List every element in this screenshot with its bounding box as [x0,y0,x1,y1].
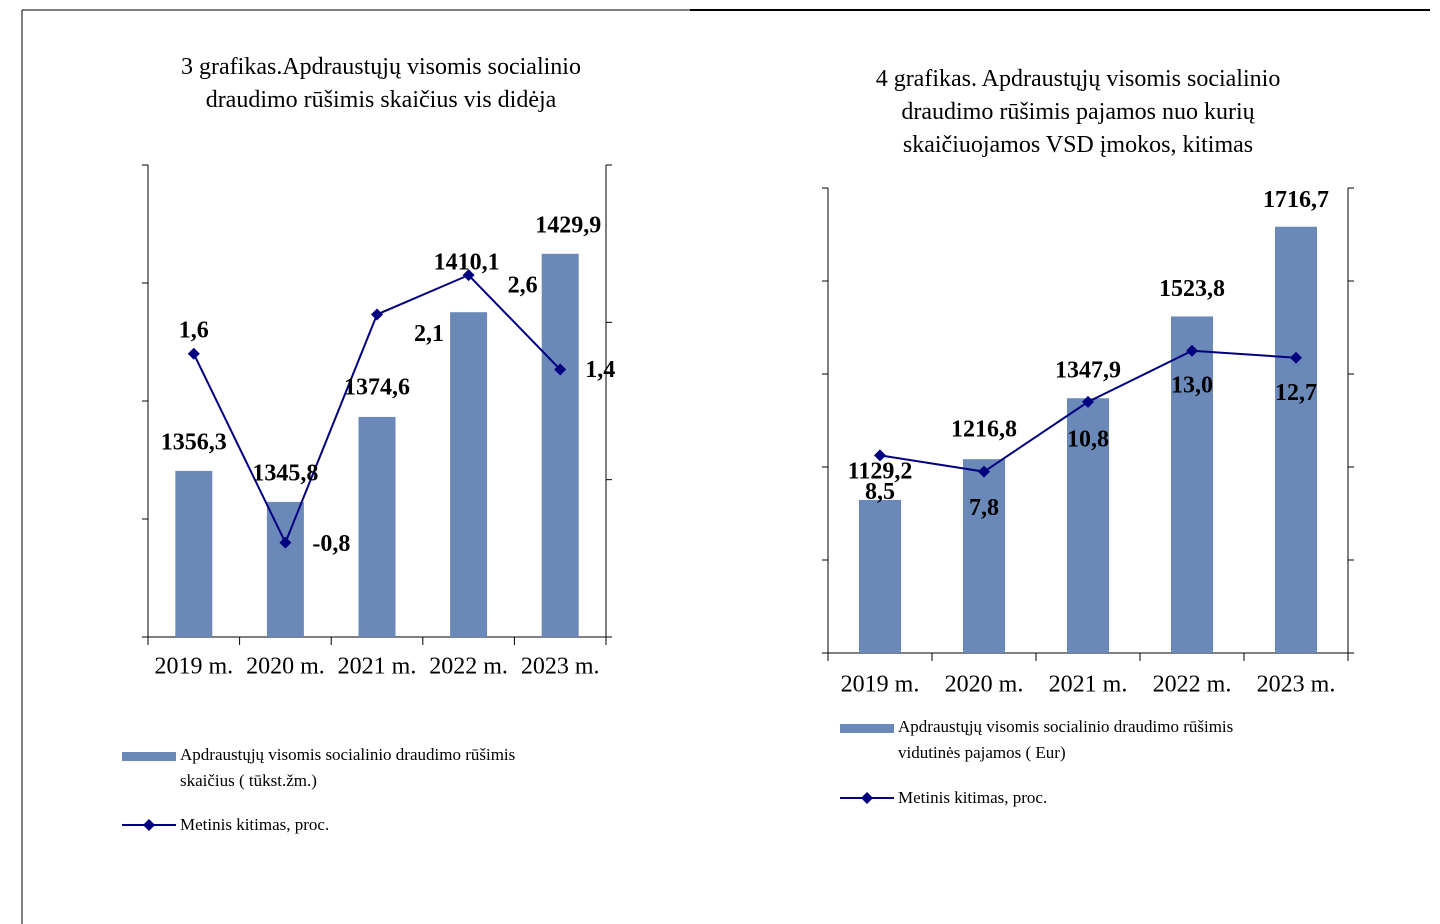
legend-label: Apdraustųjų visomis socialinio draudimo … [898,717,1233,762]
data-label: 1,6 [179,317,209,343]
x-tick-label: 2021 m. [338,654,417,680]
bar [1171,316,1213,653]
bar [859,499,901,653]
chart-title: 3 grafikas.Apdraustųjų visomis socialini… [181,54,581,113]
data-label: -0,8 [312,531,350,557]
data-label: 1345,8 [252,460,318,486]
bar [541,253,579,638]
chart-title: 4 grafikas. Apdraustųjų visomis socialin… [876,66,1281,158]
line-marker [554,363,567,376]
legend-marker [143,819,155,831]
bar [450,312,488,637]
data-label: 1347,9 [1055,358,1121,384]
legend-label: Apdraustųjų visomis socialinio draudimo … [180,745,515,790]
bar [266,501,304,637]
data-label: 2,1 [414,321,444,347]
bar [963,459,1005,653]
x-tick-label: 2020 m. [945,672,1024,698]
bar [175,470,213,637]
line-marker [1082,395,1094,408]
data-label: 12,7 [1275,380,1317,406]
x-tick-label: 2020 m. [246,654,325,680]
data-label: 1716,7 [1263,187,1329,213]
data-label: 1410,1 [434,250,500,276]
data-label: 1356,3 [161,429,227,455]
x-tick-label: 2022 m. [1153,672,1232,698]
legend-marker [861,792,873,804]
line-marker [1290,351,1302,364]
line-marker [279,536,292,549]
data-label: 7,8 [969,495,999,521]
data-label: 1523,8 [1159,276,1225,302]
data-label: 2,6 [508,273,538,299]
legend-swatch [840,724,894,733]
x-tick-label: 2021 m. [1049,672,1128,698]
bar [1275,226,1317,653]
bar [358,416,396,637]
line-marker [462,269,475,282]
line-marker [1186,344,1198,357]
legend-label: Metinis kitimas, proc. [898,788,1047,807]
line-marker [187,347,200,360]
data-label: 10,8 [1067,426,1109,452]
line-marker [874,449,886,462]
data-label: 1216,8 [951,417,1017,443]
bar [1067,398,1109,653]
data-label: 1374,6 [344,374,410,400]
x-tick-label: 2019 m. [841,672,920,698]
x-tick-label: 2022 m. [429,654,508,680]
legend-swatch [122,752,176,761]
legend-label: Metinis kitimas, proc. [180,815,329,834]
data-label: 13,0 [1171,372,1213,398]
x-tick-label: 2023 m. [1257,672,1336,698]
data-label: 1129,2 [848,458,913,484]
x-tick-label: 2023 m. [521,654,600,680]
line-marker [978,465,990,478]
line-marker [371,308,383,321]
data-label: 8,5 [865,479,895,505]
x-tick-label: 2019 m. [154,654,233,680]
data-label: 1,4 [585,357,615,383]
data-label: 1429,9 [535,212,601,238]
